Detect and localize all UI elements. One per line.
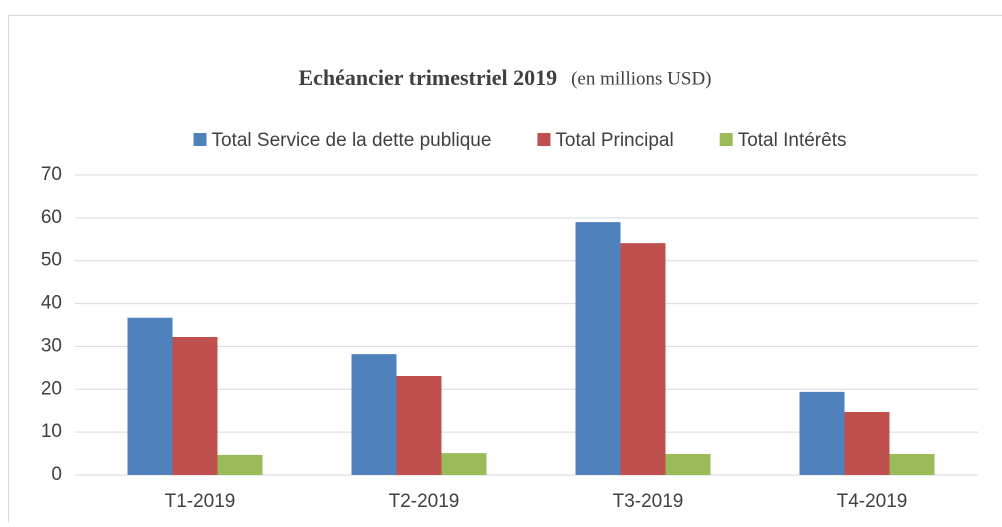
legend-swatch	[720, 133, 733, 146]
bar	[576, 222, 621, 475]
y-tick-label: 20	[41, 378, 62, 399]
chart-title: Echéancier trimestriel 2019	[298, 65, 557, 90]
bar	[128, 318, 173, 475]
bar	[218, 455, 263, 475]
bar	[666, 454, 711, 475]
bar	[845, 412, 890, 475]
x-tick-label: T2-2019	[389, 491, 460, 512]
y-tick-label: 30	[41, 335, 62, 356]
y-tick-label: 0	[51, 464, 62, 485]
chart-subtitle: (en millions USD)	[571, 68, 711, 89]
bar	[352, 354, 397, 475]
y-tick-label: 50	[41, 250, 62, 271]
y-tick-label: 70	[41, 164, 62, 185]
y-tick-label: 10	[41, 421, 62, 442]
legend-label: Total Service de la dette publique	[212, 130, 492, 151]
legend-swatch	[194, 133, 207, 146]
bar	[890, 454, 935, 475]
legend-label: Total Principal	[555, 130, 673, 151]
bar	[173, 337, 218, 475]
y-tick-label: 60	[41, 207, 62, 228]
y-tick-label: 40	[41, 293, 62, 314]
bar	[442, 453, 487, 475]
bar	[397, 376, 442, 475]
x-tick-label: T3-2019	[613, 491, 684, 512]
bar	[621, 243, 666, 475]
legend-swatch	[537, 133, 550, 146]
x-tick-label: T4-2019	[837, 491, 908, 512]
bar	[800, 392, 845, 475]
legend-label: Total Intérêts	[738, 130, 847, 151]
x-tick-label: T1-2019	[165, 491, 236, 512]
